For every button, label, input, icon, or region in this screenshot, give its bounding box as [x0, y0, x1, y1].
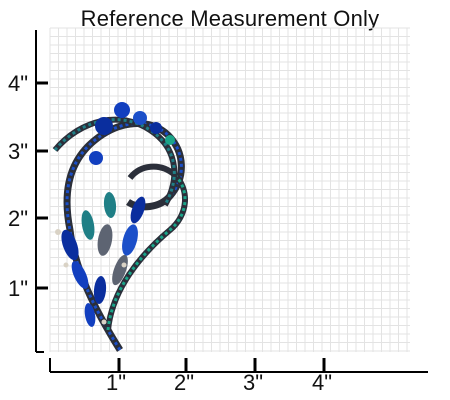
y-tick-label-3: 3" — [8, 139, 29, 164]
x-tick-label-4: 4" — [312, 370, 333, 395]
brooch-image — [52, 102, 189, 352]
x-tick-label-3: 3" — [243, 370, 264, 395]
grid — [49, 27, 410, 352]
x-tick-label-1: 1" — [106, 370, 127, 395]
x-tick-label-2: 2" — [174, 370, 195, 395]
y-tick-label-1: 1" — [8, 276, 29, 301]
y-tick-label-2: 2" — [8, 206, 29, 231]
y-tick-label-4: 4" — [8, 71, 29, 96]
title: Reference Measurement Only — [80, 6, 380, 31]
